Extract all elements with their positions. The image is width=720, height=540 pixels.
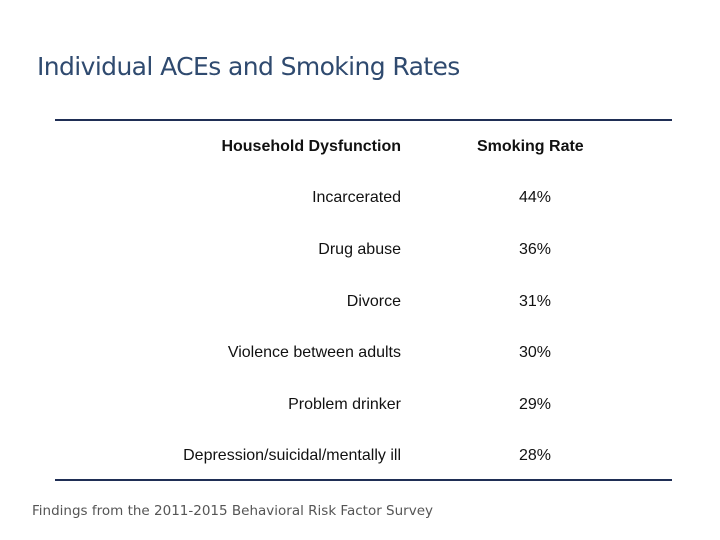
row-label-problem-drinker: Problem drinker (288, 396, 401, 413)
row-rate-depression-suicidal-mentally-ill: 28% (519, 447, 552, 464)
row-label-violence-between-adults: Violence between adults (227, 344, 401, 361)
row-label-divorce: Divorce (346, 293, 401, 310)
slide-title: Individual ACEs and Smoking Rates (37, 52, 460, 81)
source-footnote: Findings from the 2011-2015 Behavioral R… (32, 503, 433, 519)
row-label-depression-suicidal-mentally-ill: Depression/suicidal/mentally ill (183, 447, 401, 464)
row-rate-incarcerated: 44% (519, 189, 552, 206)
row-label-drug-abuse: Drug abuse (318, 241, 401, 258)
row-label-incarcerated: Incarcerated (312, 189, 401, 206)
table-bottom-rule (55, 479, 672, 481)
row-rate-problem-drinker: 29% (519, 396, 552, 413)
row-rate-drug-abuse: 36% (519, 241, 552, 258)
column-header-household-dysfunction: Household Dysfunction (221, 138, 401, 155)
table-top-rule (55, 119, 672, 121)
row-rate-violence-between-adults: 30% (519, 344, 552, 361)
column-header-smoking-rate: Smoking Rate (477, 138, 584, 155)
row-rate-divorce: 31% (519, 293, 552, 310)
